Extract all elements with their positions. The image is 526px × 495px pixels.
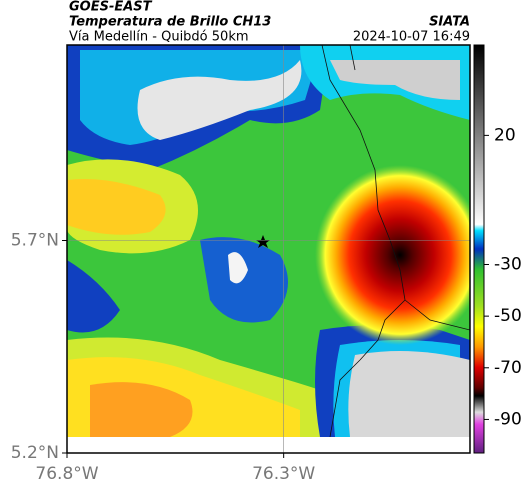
- region: Vía Medellín - Quibdó 50km: [69, 30, 249, 45]
- map-frame: [66, 44, 471, 454]
- source: SIATA: [429, 15, 470, 30]
- colorbar-tick-label: -30: [494, 254, 522, 274]
- colorbar-tick-label: 20: [494, 125, 516, 145]
- colorbar-tick-label: -50: [494, 306, 522, 326]
- x-tick-label: 76.8°W: [35, 464, 98, 484]
- y-tick-label: 5.2°N: [11, 443, 59, 463]
- city-marker: [256, 235, 270, 248]
- satellite-image: [67, 45, 470, 437]
- x-tick-label: 76.3°W: [252, 464, 315, 484]
- title: GOES-EAST: [69, 0, 153, 15]
- datetime: 2024-10-07 16:49: [353, 30, 470, 45]
- y-tick-label: 5.7°N: [11, 231, 59, 251]
- colorbar-tick-label: -70: [494, 358, 522, 378]
- colorbar-tick-label: -90: [494, 409, 522, 429]
- colorbar: [473, 44, 485, 454]
- subtitle: Temperatura de Brillo CH13: [69, 15, 271, 30]
